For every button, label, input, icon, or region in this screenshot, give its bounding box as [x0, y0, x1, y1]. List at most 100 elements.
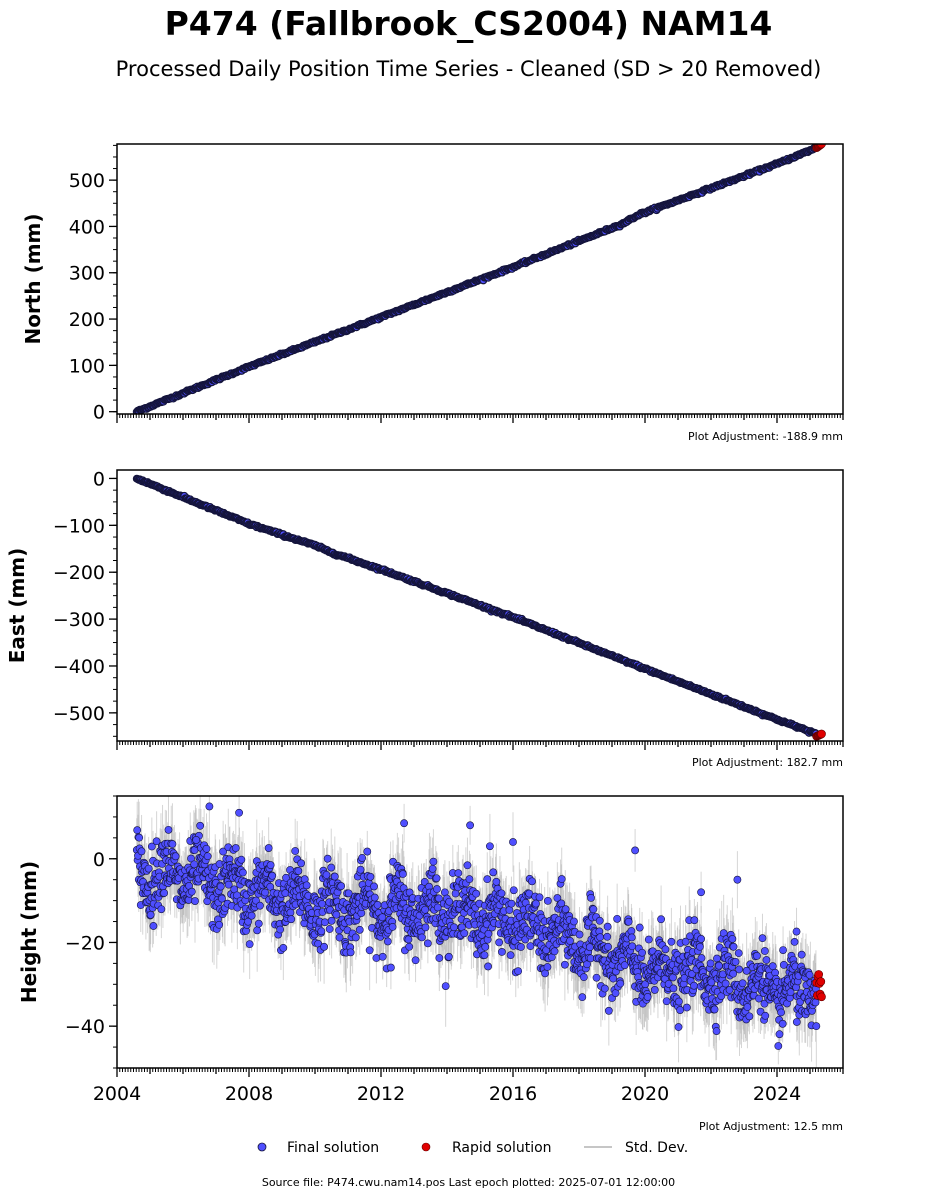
final-point [592, 973, 601, 982]
final-point [616, 979, 625, 988]
chart-title: P474 (Fallbrook_CS2004) NAM14 [164, 4, 773, 43]
final-point [411, 956, 420, 965]
final-point [146, 910, 155, 919]
final-point [147, 842, 156, 851]
final-point [611, 989, 620, 997]
final-point [535, 893, 544, 902]
north-panel: 0 100 200 300 400 500 North (mm) Plot Adjustmen… [21, 143, 844, 443]
final-point [596, 933, 605, 942]
final-point [575, 930, 584, 939]
final-point [286, 908, 295, 917]
final-point [365, 946, 374, 955]
final-point [543, 896, 552, 905]
final-point [337, 882, 346, 890]
final-point [291, 847, 300, 855]
plot-area [132, 474, 826, 741]
y-tick-label: 200 [69, 309, 105, 331]
final-point [399, 870, 407, 878]
final-point [135, 833, 144, 842]
final-point [219, 847, 228, 856]
final-point [351, 933, 360, 942]
final-point [266, 882, 275, 891]
final-point [370, 882, 378, 891]
plot-area [132, 796, 826, 1068]
final-point [160, 889, 169, 897]
final-point [320, 918, 329, 927]
final-point [620, 961, 629, 970]
final-point [435, 894, 443, 903]
final-point [171, 852, 180, 861]
final-point [578, 993, 587, 1002]
final-point [373, 901, 382, 909]
final-point [327, 863, 336, 872]
final-point [370, 893, 379, 902]
final-point [252, 896, 260, 905]
final-point [566, 936, 574, 945]
final-point [202, 844, 211, 853]
final-point [231, 844, 240, 852]
final-point [509, 886, 518, 895]
final-point [495, 938, 504, 947]
final-point [432, 874, 441, 883]
final-point [356, 865, 365, 874]
final-point [421, 923, 430, 932]
final-point [294, 867, 303, 875]
y-tick-label: 0 [93, 468, 105, 490]
final-point [543, 963, 552, 971]
final-point [261, 888, 270, 897]
y-tick-label: −300 [53, 609, 105, 631]
y-tick-label: 400 [69, 216, 105, 238]
final-point [579, 973, 588, 982]
final-point [190, 860, 199, 869]
final-point [604, 942, 612, 951]
plot-area [132, 144, 826, 414]
final-point [480, 951, 489, 960]
final-point [287, 915, 296, 924]
final-point [137, 847, 146, 856]
chart-subtitle: Processed Daily Position Time Series - C… [115, 57, 822, 81]
final-point [372, 954, 381, 962]
final-point [507, 899, 516, 908]
final-point [266, 861, 275, 869]
final-point [355, 925, 364, 934]
final-point [484, 929, 493, 938]
final-point [435, 954, 444, 962]
final-point [595, 916, 604, 925]
final-point [603, 922, 612, 931]
rapid-point [817, 729, 826, 739]
final-point [149, 922, 158, 930]
final-point [444, 952, 453, 961]
final-point [497, 889, 506, 898]
final-point [330, 872, 339, 881]
final-point [570, 917, 578, 926]
final-point [445, 897, 454, 906]
final-point [327, 916, 336, 925]
final-point [268, 871, 277, 880]
final-point [322, 870, 331, 879]
final-point [585, 943, 594, 952]
final-point [404, 935, 413, 944]
final-point [604, 1006, 613, 1015]
final-point [441, 982, 450, 990]
final-point [526, 942, 535, 951]
final-point [514, 967, 523, 976]
final-point [245, 940, 254, 949]
final-point [561, 905, 570, 914]
final-point [215, 920, 224, 929]
y-tick-label: −100 [53, 515, 105, 537]
final-point [532, 899, 540, 908]
y-tick-label: 500 [69, 170, 105, 192]
final-point [498, 948, 506, 956]
final-point [157, 905, 166, 914]
final-point [465, 875, 474, 884]
final-point [237, 855, 246, 864]
final-point [627, 933, 636, 942]
rapid-point [817, 144, 826, 149]
final-point [454, 869, 463, 878]
final-point [628, 942, 637, 951]
final-point [589, 905, 598, 914]
final-point [609, 974, 618, 983]
final-point [587, 893, 595, 902]
final-point [358, 854, 367, 862]
